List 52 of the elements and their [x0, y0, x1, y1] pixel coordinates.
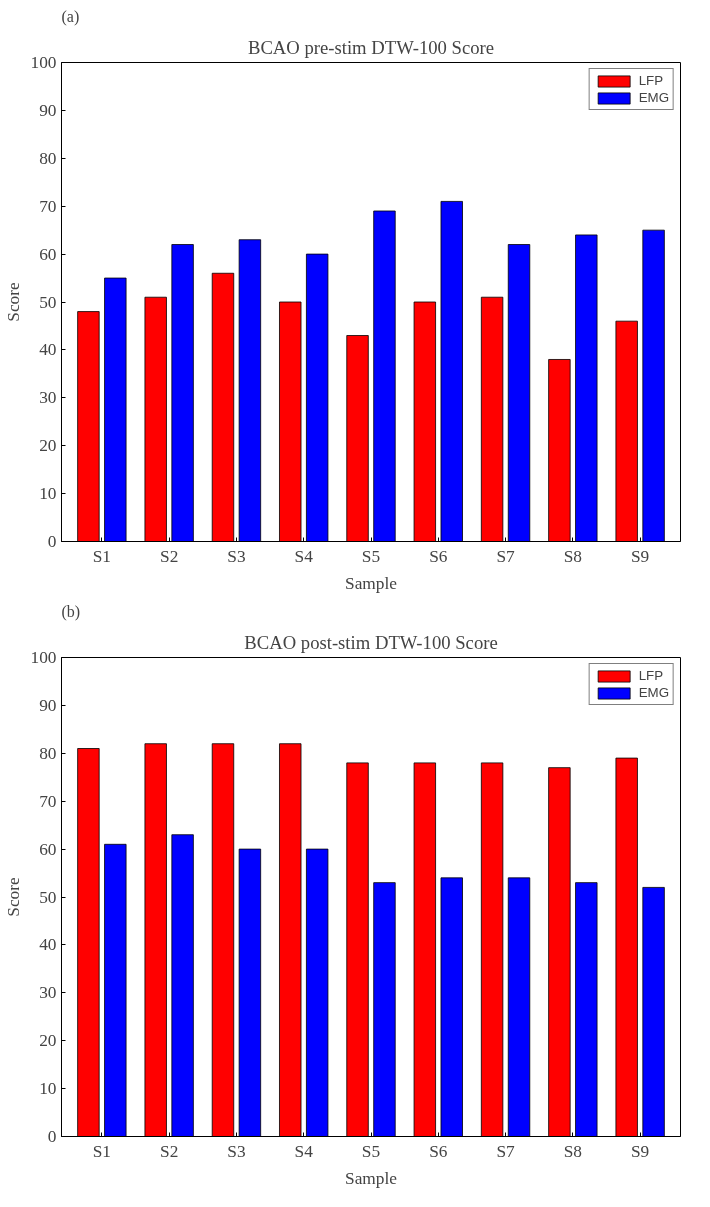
y-tick-label: 0: [47, 532, 57, 551]
chart-title: BCAO pre-stim DTW-100 Score: [247, 36, 495, 58]
y-tick-label: 60: [39, 244, 57, 264]
legend-label: EMG: [638, 90, 669, 105]
y-tick-label: 100: [30, 53, 57, 72]
x-axis-title: Sample: [345, 1168, 398, 1188]
x-tick-label: S8: [563, 546, 583, 566]
x-tick-label: S9: [630, 1141, 650, 1161]
chart-title: BCAO post-stim DTW-100 Score: [244, 631, 498, 653]
x-tick-label: S2: [160, 546, 179, 566]
y-tick-label: 100: [30, 648, 57, 667]
x-tick-label: S4: [294, 546, 314, 566]
y-tick-label: 90: [39, 695, 57, 715]
x-tick-label: S8: [563, 1141, 583, 1161]
y-tick-label: 20: [39, 1031, 57, 1051]
y-tick-label: 10: [39, 484, 57, 504]
y-tick-label: 30: [39, 388, 57, 408]
text: (a): [61, 7, 80, 26]
x-tick-label: S2: [160, 1141, 179, 1161]
y-tick-label: 80: [39, 148, 57, 168]
x-tick-label: S6: [429, 1141, 448, 1161]
y-tick-label: 0: [47, 1127, 57, 1146]
y-tick-label: 70: [39, 791, 57, 811]
x-tick-label: S4: [294, 1141, 314, 1161]
y-tick-label: 70: [39, 196, 57, 216]
x-axis-title: Sample: [345, 573, 398, 593]
y-tick-label: 40: [39, 935, 57, 955]
x-tick-label: S1: [92, 546, 112, 566]
legend-label: LFP: [638, 668, 664, 683]
y-axis-title: Score: [3, 876, 23, 917]
x-tick-label: S3: [227, 546, 246, 566]
text: (b): [61, 602, 81, 621]
x-tick-label: S9: [630, 546, 650, 566]
y-tick-label: 10: [39, 1079, 57, 1099]
x-tick-label: S7: [496, 546, 516, 566]
y-tick-label: 30: [39, 983, 57, 1003]
y-tick-label: 80: [39, 743, 57, 763]
y-tick-label: 40: [39, 340, 57, 360]
legend-label: LFP: [638, 73, 664, 88]
y-tick-label: 20: [39, 436, 57, 456]
y-axis-title: Score: [3, 281, 23, 322]
y-tick-label: 50: [39, 292, 57, 312]
legend-label: EMG: [638, 685, 669, 700]
y-tick-label: 50: [39, 887, 57, 907]
x-tick-label: S6: [429, 546, 448, 566]
y-tick-label: 60: [39, 839, 57, 859]
x-tick-label: S7: [496, 1141, 516, 1161]
x-tick-label: S5: [361, 546, 381, 566]
y-tick-label: 90: [39, 100, 57, 120]
x-tick-label: S5: [361, 1141, 381, 1161]
x-tick-label: S1: [92, 1141, 112, 1161]
x-tick-label: S3: [227, 1141, 246, 1161]
